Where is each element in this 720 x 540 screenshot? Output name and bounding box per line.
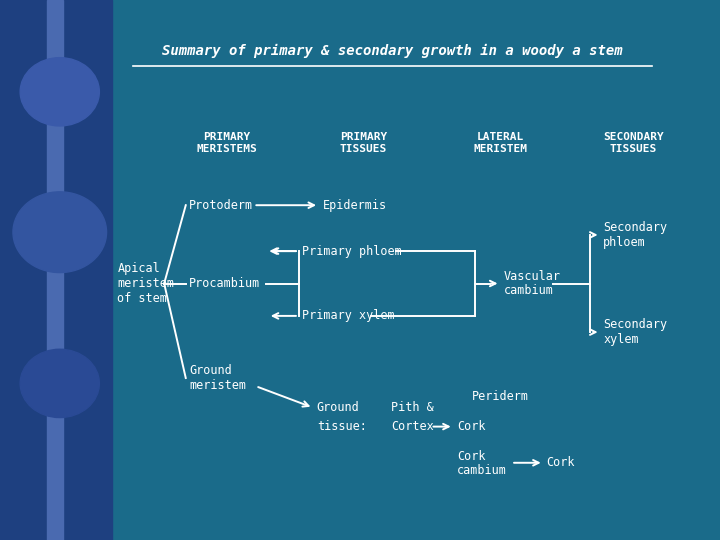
Ellipse shape — [20, 349, 99, 417]
Ellipse shape — [20, 58, 99, 126]
Text: Ground
meristem: Ground meristem — [189, 364, 246, 392]
Text: PRIMARY
TISSUES: PRIMARY TISSUES — [340, 132, 387, 154]
Text: Vascular
cambium: Vascular cambium — [504, 269, 561, 298]
Text: Cortex: Cortex — [391, 420, 433, 433]
Text: Pith &: Pith & — [391, 401, 433, 414]
Text: cambium: cambium — [457, 464, 507, 477]
Text: Summary of primary & secondary growth in a woody a stem: Summary of primary & secondary growth in… — [162, 44, 623, 58]
Text: Secondary
xylem: Secondary xylem — [603, 318, 667, 346]
Text: Apical
meristem
of stem: Apical meristem of stem — [117, 262, 174, 305]
Text: Secondary
phloem: Secondary phloem — [603, 221, 667, 249]
Text: Procambium: Procambium — [189, 277, 261, 290]
Bar — [47, 0, 63, 540]
Text: Periderm: Periderm — [472, 390, 529, 403]
Text: SECONDARY
TISSUES: SECONDARY TISSUES — [603, 132, 664, 154]
Text: Primary phloem: Primary phloem — [302, 245, 402, 258]
Text: Primary xylem: Primary xylem — [302, 309, 395, 322]
Bar — [0, 0, 112, 540]
Text: tissue:: tissue: — [317, 420, 366, 433]
Text: Ground: Ground — [317, 401, 359, 414]
Text: Cork: Cork — [457, 420, 486, 433]
Text: Epidermis: Epidermis — [323, 199, 387, 212]
Text: Cork: Cork — [457, 450, 486, 463]
Text: LATERAL
MERISTEM: LATERAL MERISTEM — [474, 132, 527, 154]
Text: PRIMARY
MERISTEMS: PRIMARY MERISTEMS — [197, 132, 257, 154]
Text: Protoderm: Protoderm — [189, 199, 253, 212]
Ellipse shape — [13, 192, 107, 273]
Text: Cork: Cork — [546, 456, 575, 469]
